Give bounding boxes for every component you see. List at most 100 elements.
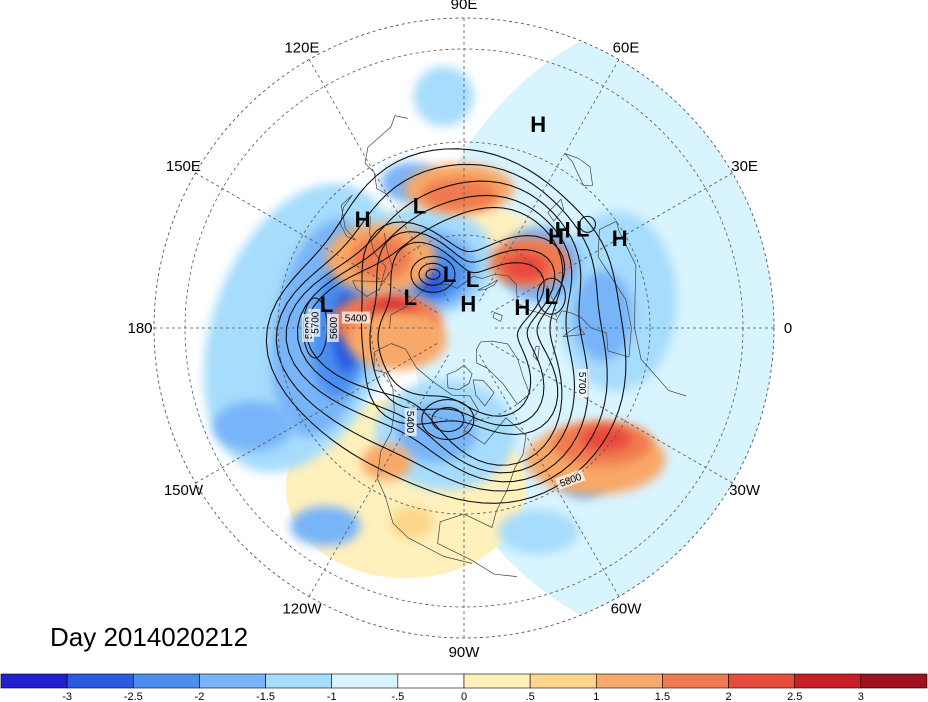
meridian-240	[308, 354, 449, 597]
longitude-label: 30E	[731, 158, 758, 175]
colorbar-tick-label: -2	[195, 691, 205, 702]
low-pressure-label: L	[466, 267, 479, 292]
contour-value-label: 5700	[576, 372, 587, 395]
longitude-label: 120W	[282, 601, 322, 618]
colorbar-swatch	[66, 673, 134, 689]
colorbar-swatch	[662, 673, 729, 689]
anom-caribbean-light-neg	[498, 509, 579, 554]
high-pressure-label: H	[530, 112, 546, 137]
colorbar-tick-label: .5	[526, 691, 535, 702]
colorbar-tick-label: -.5	[391, 691, 404, 702]
colorbar-swatch	[463, 673, 531, 689]
contour-label-bg	[308, 308, 321, 337]
meridian-60	[479, 59, 620, 302]
closed-contour-0	[410, 255, 456, 293]
high-pressure-label: H	[548, 224, 564, 249]
anom-central-pacific-neg	[213, 401, 294, 452]
low-pressure-label: L	[404, 285, 417, 310]
anom-india-light-neg	[413, 66, 474, 127]
anom-europe-mid-neg	[572, 270, 633, 361]
meridian-120	[308, 59, 449, 302]
coastlines	[340, 115, 687, 577]
contour-label-bg	[341, 311, 370, 324]
coastline-15	[477, 279, 499, 291]
colorbar-tick-label: 3	[858, 691, 864, 702]
contour-value-label: 5700	[310, 311, 321, 334]
colorbar-tick-label: -1	[327, 691, 337, 702]
meridian-300	[479, 354, 620, 597]
meridian-30	[490, 172, 733, 313]
low-pressure-label: L	[320, 292, 333, 317]
anom-east-pacific-neg	[290, 506, 361, 547]
coastline-3	[389, 273, 630, 358]
colorbar-swatch	[529, 673, 597, 689]
closed-contour-2	[425, 268, 441, 280]
anom-west-us-pos	[361, 444, 412, 481]
colorbar-swatch	[794, 673, 862, 689]
anom-siberia-pos-core	[421, 178, 498, 211]
colorbar-swatch	[331, 673, 399, 689]
meridian-210	[195, 343, 438, 484]
meridian-150	[195, 172, 438, 313]
colorbar-tick-label: 1	[593, 691, 599, 702]
coastline-13	[472, 379, 495, 407]
graticule	[154, 18, 774, 638]
low-pressure-label: L	[443, 262, 456, 287]
high-pressure-label: H	[612, 226, 628, 251]
longitude-label: 90E	[451, 0, 478, 13]
contour-label-bg	[555, 468, 586, 490]
coastline-1	[373, 343, 473, 564]
low-pressure-label: L	[413, 194, 426, 219]
contour-label-bg	[577, 369, 590, 398]
colorbar-tick-label: -2.5	[124, 691, 143, 702]
closed-contour-1	[418, 262, 448, 286]
colorbar-swatch	[199, 673, 266, 689]
day-title: Day 2014020212	[50, 622, 248, 652]
high-pressure-label: H	[555, 217, 571, 242]
high-pressure-label: H	[460, 292, 476, 317]
colorbar-tick-label: -1.5	[256, 691, 275, 702]
coastline-14	[492, 312, 503, 322]
contour-label-bg	[326, 314, 339, 342]
colorbar-tick-label: 1.5	[655, 691, 670, 702]
closed-contour-3	[421, 399, 475, 441]
anom-mexico-pos	[389, 506, 434, 539]
colorbar-swatch	[265, 673, 333, 689]
colorbar-tick-label: 0	[461, 691, 467, 702]
anom-bering-pos-core	[350, 236, 411, 281]
longitude-label: 180	[127, 320, 152, 337]
closed-contour-6	[536, 277, 566, 315]
longitude-label: 150W	[164, 482, 204, 499]
coastline-4	[597, 220, 687, 397]
longitude-label: 90W	[449, 644, 481, 661]
longitude-label: 0	[784, 320, 792, 337]
colorbar-swatch	[860, 673, 928, 689]
coastline-11	[564, 153, 594, 186]
low-pressure-label: L	[545, 284, 558, 309]
meridian-330	[490, 343, 733, 484]
coastline-12	[446, 364, 473, 391]
contour-value-label: 5600	[329, 316, 340, 339]
latitude-circle-1	[277, 141, 651, 515]
low-pressure-label: L	[576, 216, 589, 241]
coastline-7	[352, 216, 394, 297]
contour-value-label: 5400	[345, 314, 368, 325]
high-pressure-label: H	[355, 207, 371, 232]
longitude-label: 30W	[729, 482, 761, 499]
anom-east-europe-pos-core	[503, 252, 548, 281]
colorbar-swatch	[0, 673, 68, 689]
longitude-label: 120E	[284, 39, 319, 56]
closed-contour-7	[578, 215, 597, 233]
contour-labels: 5400540056005700580057005800	[302, 308, 590, 490]
colorbar-tick-label: 2	[726, 691, 732, 702]
colorbar-tick-label: 2.5	[787, 691, 802, 702]
contour-value-label: 5400	[404, 411, 415, 434]
colorbar-swatch	[132, 673, 200, 689]
contour-label-bg	[404, 407, 417, 436]
longitude-label: 150E	[166, 158, 201, 175]
longitude-labels: 90E 60E 30E 0 30W 60W 90W 120W 150W 180 150E 120E	[127, 0, 792, 661]
colorbar: -3 -2.5 -2 -1.5 -1 -.5 0 .5 1 1.5 2 2.5 3	[0, 673, 928, 702]
colorbar-swatch	[595, 673, 663, 689]
